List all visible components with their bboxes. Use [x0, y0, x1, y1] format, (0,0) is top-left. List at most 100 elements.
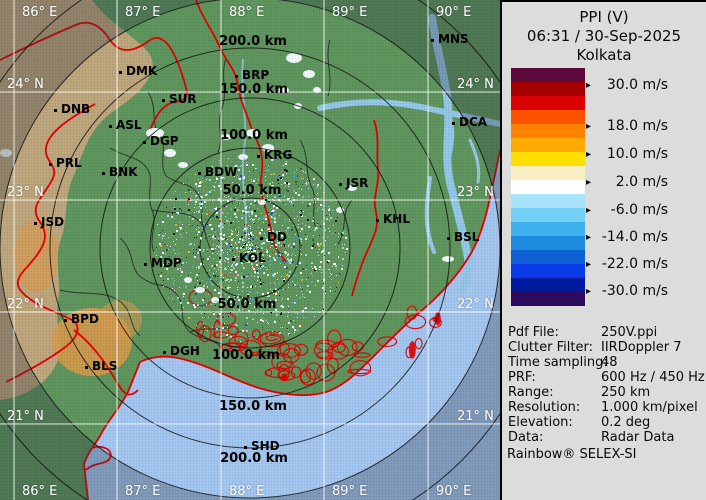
delta-island — [290, 366, 302, 379]
info-panel: PPI (V) 06:31 / 30-Sep-2025 Kolkata ▸ 30.… — [500, 0, 706, 500]
legend-tick: ▸ -22.0 m/s — [586, 256, 668, 272]
radar-map[interactable]: 86° E 86° E 87° E 87° E 88° E 88° E 89° E 89° E… — [0, 0, 500, 500]
legend-band — [511, 278, 585, 292]
legend-tick: ▸ -14.0 m/s — [586, 229, 668, 245]
delta-island — [215, 312, 237, 326]
delta-island — [277, 343, 302, 359]
tick-value: 10.0 — [606, 146, 638, 162]
range-ring-200km — [49, 47, 451, 449]
metadata-label: Data: — [508, 430, 544, 445]
tick-unit: m/s — [638, 202, 669, 218]
metadata-value: 250V.ppi — [601, 325, 658, 340]
legend-band — [511, 68, 585, 82]
legend-band — [511, 236, 585, 250]
tick-unit: m/s — [638, 229, 669, 245]
metadata-row: PRF: 600 Hz / 450 Hz — [502, 370, 706, 385]
tick-value: -30.0 — [601, 283, 638, 299]
tick-arrow-icon: ▸ — [586, 259, 592, 270]
metadata-value: 48 — [601, 355, 618, 370]
tick-arrow-icon: ▸ — [586, 121, 592, 132]
tick-value: 2.0 — [615, 174, 638, 190]
header-block: PPI (V) 06:31 / 30-Sep-2025 Kolkata — [502, 8, 706, 65]
metadata-label: Time sampling: — [508, 355, 608, 370]
legend-tick: ▸ -6.0 m/s — [586, 202, 668, 218]
range-ring-150km — [99, 97, 401, 399]
range-rings — [0, 0, 500, 500]
legend-band — [511, 194, 585, 208]
tick-value: -22.0 — [601, 256, 638, 272]
delta-island — [377, 336, 398, 348]
delta-island — [353, 352, 371, 358]
delta-island — [196, 320, 205, 338]
tick-unit: m/s — [638, 283, 669, 299]
delta-island — [406, 305, 418, 320]
range-ring-100km — [149, 147, 351, 349]
metadata-row: Elevation: 0.2 deg — [502, 415, 706, 430]
delta-island — [408, 341, 416, 359]
legend-band — [511, 222, 585, 236]
delta-island — [227, 325, 239, 336]
delta-island — [251, 329, 261, 340]
delta-island — [299, 368, 316, 386]
metadata-label: Range: — [508, 385, 554, 400]
delta-island — [434, 311, 441, 326]
metadata-row: Pdf File: 250V.ppi — [502, 325, 706, 340]
out-of-range-mask — [0, 0, 500, 500]
delta-island — [327, 329, 342, 348]
delta-island — [313, 342, 333, 359]
rivers — [241, 14, 500, 294]
metadata-value: Radar Data — [601, 430, 675, 445]
delta-island — [315, 339, 337, 351]
delta-island — [265, 367, 289, 379]
legend-tick: ▸ 10.0 m/s — [586, 146, 668, 162]
tick-unit: m/s — [638, 256, 669, 272]
metadata-row: Clutter Filter: IIRDoppler 7 — [502, 340, 706, 355]
delta-island — [336, 338, 358, 357]
tick-unit: m/s — [638, 146, 669, 162]
legend-band — [511, 180, 585, 194]
software-credit: Rainbow® SELEX-SI — [507, 447, 637, 462]
legend-band — [511, 110, 585, 124]
legend-band — [511, 250, 585, 264]
tick-value: 30.0 — [606, 77, 638, 93]
range-ring-250km — [0, 0, 500, 499]
legend-band — [511, 264, 585, 278]
radar-map-canvas — [0, 0, 500, 500]
tick-value: -14.0 — [601, 229, 638, 245]
metadata-row: Range: 250 km — [502, 385, 706, 400]
tick-unit: m/s — [638, 174, 669, 190]
delta-island — [239, 340, 262, 357]
tick-arrow-icon: ▸ — [586, 177, 592, 188]
delta-island — [349, 360, 372, 377]
tick-arrow-icon: ▸ — [586, 149, 592, 160]
delta-island — [347, 368, 372, 375]
tick-unit: m/s — [638, 77, 669, 93]
metadata-label: Pdf File: — [508, 325, 559, 340]
delta-island — [251, 351, 275, 357]
tick-arrow-icon: ▸ — [586, 205, 592, 216]
metadata-value: 0.2 deg — [601, 415, 651, 430]
metadata-label: PRF: — [508, 370, 536, 385]
delta-island — [234, 330, 249, 348]
delta-island — [404, 314, 427, 330]
delta-island — [300, 370, 312, 384]
tick-value: -6.0 — [610, 202, 638, 218]
sea-area — [84, 150, 500, 500]
legend-tick: ▸ 18.0 m/s — [586, 118, 668, 134]
legend-band — [511, 152, 585, 166]
legend-band — [511, 208, 585, 222]
legend-band — [511, 124, 585, 138]
tick-arrow-icon: ▸ — [586, 286, 592, 297]
legend-tick: ▸ -30.0 m/s — [586, 283, 668, 299]
metadata-label: Clutter Filter: — [508, 340, 593, 355]
metadata-label: Elevation: — [508, 415, 573, 430]
metadata-value: 250 km — [601, 385, 651, 400]
legend-band — [511, 82, 585, 96]
timestamp: 06:31 / 30-Sep-2025 — [526, 27, 682, 45]
metadata-row: Time sampling: 48 — [502, 355, 706, 370]
legend-tick: ▸ 30.0 m/s — [586, 77, 668, 93]
product-title: PPI (V) — [579, 8, 629, 26]
delta-island — [276, 360, 295, 370]
state-boundaries — [0, 0, 500, 500]
